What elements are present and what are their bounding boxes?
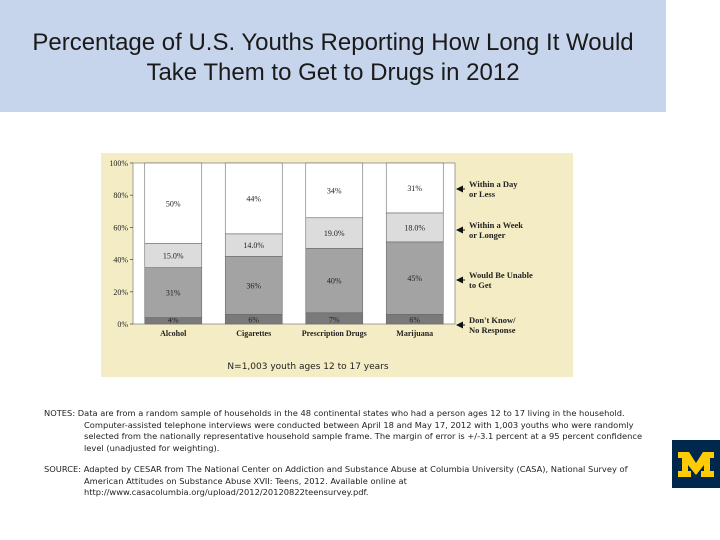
bar-segment [385,241,444,315]
data-label: 40% [327,277,342,286]
category-label: Prescription Drugs [302,329,367,338]
data-label: 45% [407,274,422,283]
bar-segment [144,267,203,318]
data-label: 6% [409,316,420,325]
block-m-icon [678,452,714,477]
source-text: SOURCE: Adapted by CESAR from The Nation… [44,464,628,497]
data-label: 34% [327,186,342,195]
legend-label: Would Be Unable to Get [469,270,533,290]
bar-segment [144,162,203,244]
university-logo [672,440,720,488]
legend-label: Within a Week or Longer [469,220,523,240]
data-label: 36% [246,281,261,290]
title-line-2: Take Them to Get to Drugs in 2012 [146,59,520,86]
data-label: 7% [329,316,340,325]
bar-segment [305,248,364,314]
bar-segment [224,256,283,315]
legend-label: Don't Know/No Response [469,315,516,335]
bar-segment [144,243,203,268]
bar-segment [385,212,444,243]
category-label: Marijuana [396,329,433,338]
legend-arrowhead [456,185,463,193]
legend-arrowhead [456,276,463,284]
notes-block: NOTES: Data are from a random sample of … [44,408,654,509]
data-label: 19.0% [324,229,345,238]
category-label: Cigarettes [236,329,271,338]
data-label: 6% [248,316,259,325]
y-tick-label: 80% [113,191,128,200]
data-label: 4% [168,316,179,325]
legend-arrowhead [456,226,463,234]
data-label: 44% [246,194,261,203]
data-label: 14.0% [243,241,264,250]
chart-area: 0% 20% 40% 60% 80% 100% 4% 31% 15.0% 50% Alcohol 6%… [101,153,573,377]
y-tick-label: 100% [109,159,128,168]
y-tick-label: 40% [113,256,128,265]
bar-segment [305,217,364,249]
bar-segment [305,162,364,219]
data-label: 18.0% [404,223,425,232]
slide-title: Percentage of U.S. Youths Reporting How … [0,28,666,88]
data-label: 15.0% [163,252,184,261]
y-tick-label: 20% [113,288,128,297]
legend-arrowhead [456,321,463,329]
category-label: Alcohol [160,329,187,338]
legend-label: Within a Day or Less [469,179,518,199]
title-line-1: Percentage of U.S. Youths Reporting How … [32,29,634,56]
data-label: 31% [166,289,181,298]
notes-text: NOTES: Data are from a random sample of … [44,408,643,453]
bar-segment [224,162,283,235]
bar-segment [385,162,444,214]
y-tick-label: 60% [113,223,128,232]
stacked-bar-chart: 0% 20% 40% 60% 80% 100% 4% 31% 15.0% 50% Alcohol 6%… [109,159,533,372]
title-band [0,0,666,112]
y-tick-label: 0% [117,320,128,329]
sample-size-annotation: N=1,003 youth ages 12 to 17 years [227,362,388,372]
data-label: 50% [166,199,181,208]
data-label: 31% [407,184,422,193]
